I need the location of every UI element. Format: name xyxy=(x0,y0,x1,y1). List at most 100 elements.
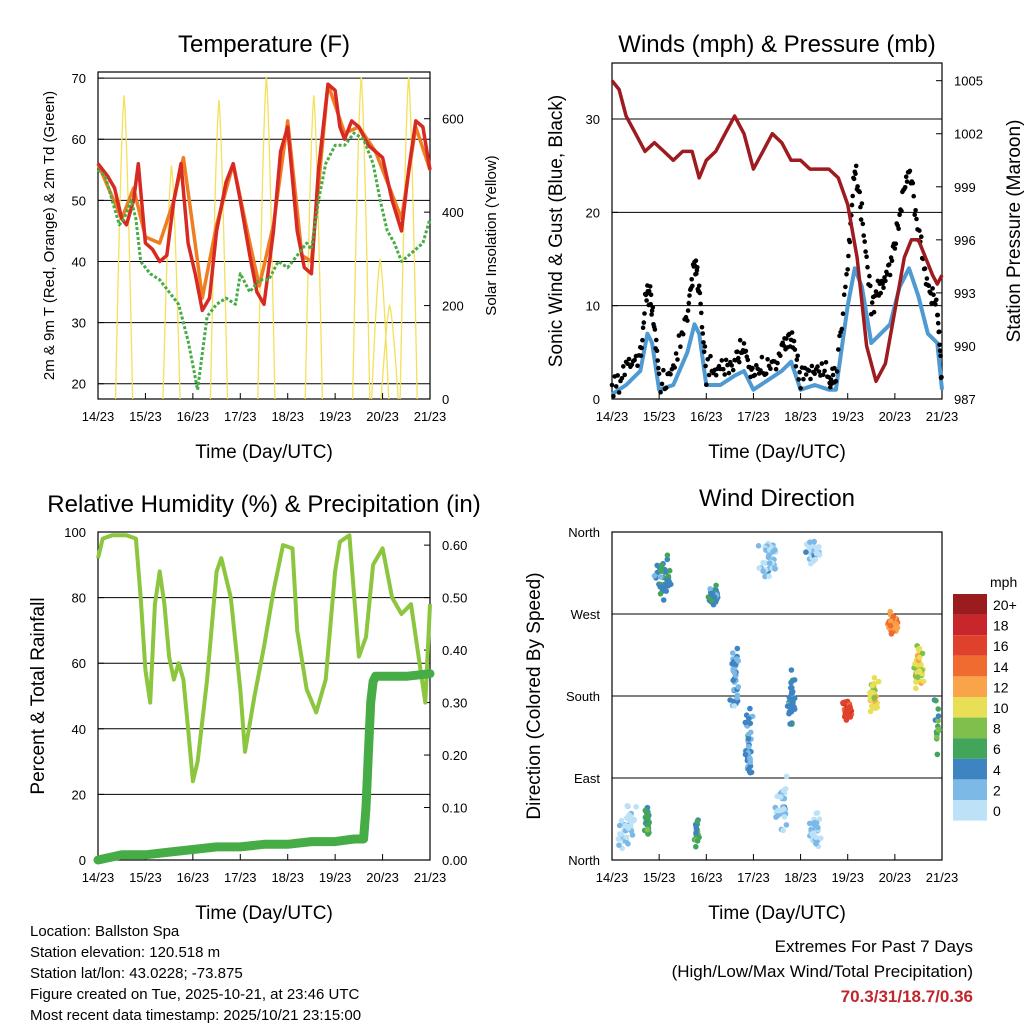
created-text: Figure created on Tue, 2025-10-21, at 23… xyxy=(30,986,360,1003)
legend-swatch xyxy=(953,635,987,656)
gust-point xyxy=(865,264,870,270)
direction-point xyxy=(784,703,791,709)
gust-point xyxy=(638,353,644,359)
legend-swatch xyxy=(953,614,987,636)
x-axis-label: Time (Day/UTC) xyxy=(195,903,333,924)
gust-point xyxy=(689,277,694,282)
x-tick-label: 18/23 xyxy=(784,870,817,885)
gust-point xyxy=(913,208,918,213)
direction-point xyxy=(734,645,741,652)
legend-swatch xyxy=(953,594,987,615)
series-total-rainfall xyxy=(93,669,435,865)
elevation-text: Station elevation: 120.518 m xyxy=(30,944,221,961)
legend-label: 14 xyxy=(993,659,1009,675)
direction-point xyxy=(756,565,762,571)
gust-point xyxy=(837,333,842,339)
extremes-values: 70.3/31/18.7/0.36 xyxy=(840,987,973,1006)
gust-point xyxy=(611,393,616,399)
direction-point xyxy=(665,583,671,589)
gust-point xyxy=(899,208,904,214)
gust-point xyxy=(882,275,887,280)
gust-point xyxy=(892,246,898,251)
direction-point xyxy=(730,677,736,684)
gust-point xyxy=(867,273,872,279)
direction-point xyxy=(813,834,819,841)
y-tick-label: 30 xyxy=(72,316,86,331)
direction-point xyxy=(707,586,713,592)
gust-point xyxy=(619,376,625,381)
direction-point xyxy=(642,807,649,814)
gust-point xyxy=(830,372,836,378)
gust-point xyxy=(725,362,730,368)
gust-point xyxy=(937,348,943,354)
gust-point xyxy=(699,325,705,330)
gust-point xyxy=(672,365,677,370)
gust-point xyxy=(797,369,802,375)
y2-tick-label: 400 xyxy=(442,205,464,220)
direction-point xyxy=(731,670,738,676)
direction-point xyxy=(747,769,753,776)
series-station-pressure xyxy=(610,79,944,384)
y2-axis-label: Station Pressure (Maroon) xyxy=(1004,120,1024,343)
x-tick-label: 18/23 xyxy=(271,870,304,885)
gust-point xyxy=(934,297,939,303)
direction-point xyxy=(664,577,670,583)
direction-point xyxy=(735,684,742,690)
direction-point xyxy=(811,821,817,827)
gust-point xyxy=(902,185,908,190)
gust-point xyxy=(685,318,690,323)
direction-point xyxy=(780,787,787,794)
y-tick-label: 20 xyxy=(586,205,600,220)
gust-point xyxy=(832,365,837,371)
gust-point xyxy=(846,253,851,259)
direction-point xyxy=(871,703,878,710)
gust-point xyxy=(708,353,713,359)
y2-tick-label: 600 xyxy=(442,112,464,127)
direction-point xyxy=(645,831,651,837)
gust-point xyxy=(801,376,806,382)
direction-point xyxy=(633,804,639,810)
direction-point xyxy=(789,684,795,691)
gust-point xyxy=(763,371,769,377)
gust-point xyxy=(843,284,848,290)
y-tick-label: 100 xyxy=(64,525,86,540)
gust-point xyxy=(722,372,727,377)
gust-point xyxy=(793,364,799,369)
x-tick-label: 20/23 xyxy=(879,870,912,885)
direction-point xyxy=(766,552,772,558)
gust-point xyxy=(883,278,888,284)
direction-point xyxy=(871,675,878,681)
gust-point xyxy=(695,265,700,270)
x-tick-label: 21/23 xyxy=(414,409,447,424)
legend-swatch xyxy=(953,758,987,780)
x-tick-label: 18/23 xyxy=(271,409,304,424)
x-tick-label: 16/23 xyxy=(690,870,723,885)
gust-point xyxy=(765,357,770,362)
gust-point xyxy=(919,234,924,239)
gust-point xyxy=(759,354,765,360)
direction-point xyxy=(783,773,790,780)
direction-point xyxy=(935,726,941,733)
gust-point xyxy=(912,212,917,217)
direction-point xyxy=(807,539,813,545)
direction-point xyxy=(935,706,941,712)
gust-point xyxy=(859,201,865,206)
gust-point xyxy=(792,347,798,352)
direction-point xyxy=(815,824,821,831)
direction-point xyxy=(709,590,715,597)
gust-point xyxy=(705,357,710,362)
gust-point xyxy=(678,344,683,350)
gust-point xyxy=(823,360,829,365)
direction-point xyxy=(875,678,882,685)
legend-label: 8 xyxy=(993,721,1001,737)
gust-point xyxy=(917,228,922,233)
solar-insolation-curve xyxy=(380,303,399,400)
direction-point xyxy=(788,690,795,696)
y-tick-label: 0 xyxy=(593,392,600,407)
direction-point xyxy=(742,751,749,758)
gust-point xyxy=(622,372,627,378)
gust-point xyxy=(701,340,706,345)
gust-point xyxy=(871,309,877,315)
gust-point xyxy=(850,193,855,199)
gust-point xyxy=(754,363,759,368)
